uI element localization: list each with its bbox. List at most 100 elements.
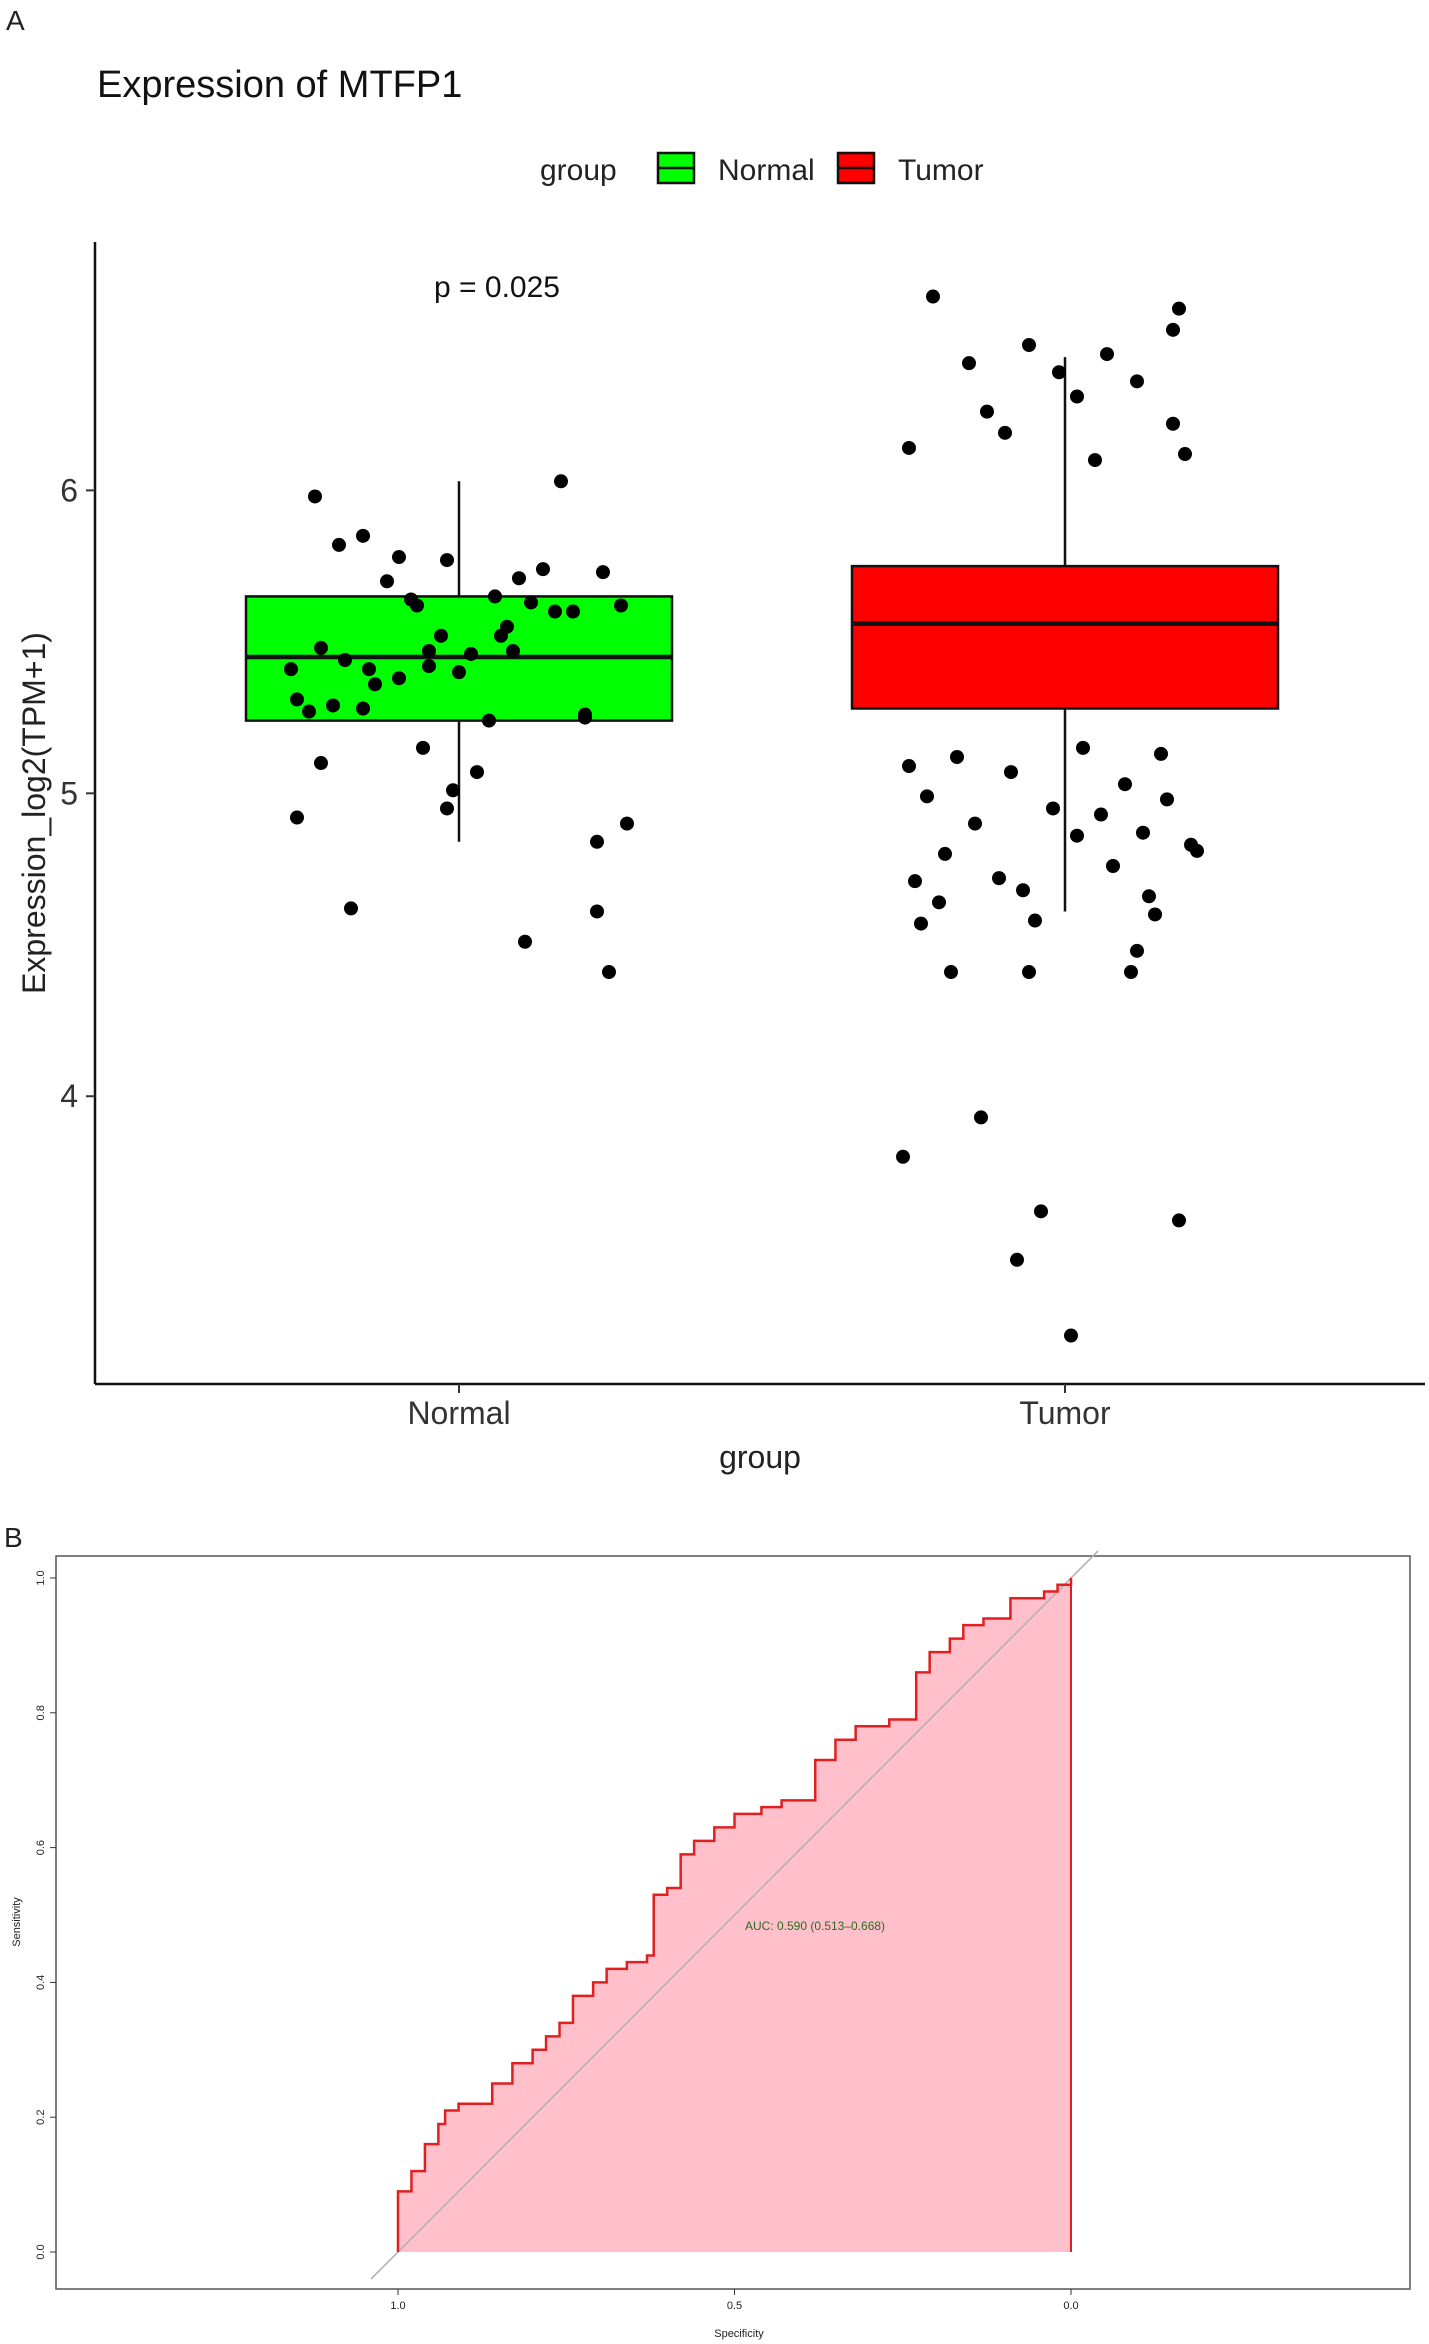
roc-y-tick-label: 0.2: [35, 2110, 47, 2125]
data-point-tumor: [1010, 1252, 1024, 1267]
data-point-normal: [440, 801, 454, 816]
data-point-normal: [392, 671, 406, 686]
data-point-tumor: [1016, 883, 1030, 898]
roc-plot: [370, 1550, 1099, 2280]
data-point-tumor: [1004, 765, 1018, 780]
data-point-normal: [356, 528, 370, 543]
data-point-tumor: [1166, 322, 1180, 337]
data-point-normal: [512, 571, 526, 586]
data-point-tumor: [1166, 416, 1180, 431]
data-point-normal: [566, 604, 580, 619]
x-tick-label: Normal: [407, 1395, 510, 1431]
data-point-normal: [494, 628, 508, 643]
boxplot-legend: group Normal Tumor: [540, 151, 984, 187]
data-point-normal: [590, 904, 604, 919]
data-point-normal: [536, 562, 550, 577]
data-point-tumor: [1124, 965, 1138, 980]
data-point-normal: [470, 765, 484, 780]
data-point-normal: [578, 710, 592, 725]
data-point-normal: [422, 643, 436, 658]
data-point-tumor: [1130, 374, 1144, 389]
data-point-normal: [614, 598, 628, 613]
data-point-normal: [554, 474, 568, 489]
data-point-tumor: [896, 1149, 910, 1164]
data-point-tumor: [1130, 943, 1144, 958]
data-point-tumor: [968, 816, 982, 831]
roc-curve-line: [396, 1578, 1073, 2252]
data-point-normal: [362, 662, 376, 677]
roc-y-ticks: 0.0 0.2 0.4 0.6 0.8 1.0: [35, 1570, 56, 2260]
data-point-tumor: [902, 759, 916, 774]
data-point-tumor: [1136, 825, 1150, 840]
box-tumor: [850, 564, 1280, 710]
legend-label-tumor: Tumor: [898, 154, 984, 187]
data-point-tumor: [1022, 337, 1036, 352]
data-point-tumor: [1172, 1213, 1186, 1228]
roc-y-tick-label: 0.4: [35, 1975, 47, 1990]
data-point-normal: [284, 662, 298, 677]
data-point-normal: [332, 537, 346, 552]
boxplot-y-axis-title: Expression_log2(TPM+1): [16, 632, 52, 994]
y-tick-label: 5: [60, 775, 78, 811]
data-point-normal: [548, 604, 562, 619]
data-point-tumor: [1106, 859, 1120, 874]
pvalue-annotation: p = 0.025: [434, 271, 560, 304]
data-point-tumor: [1028, 913, 1042, 928]
data-point-normal: [302, 704, 316, 719]
data-point-normal: [308, 489, 322, 504]
data-point-normal: [524, 595, 538, 610]
data-point-normal: [422, 659, 436, 674]
data-point-normal: [368, 677, 382, 692]
roc-x-tick-label: 1.0: [390, 2300, 405, 2312]
data-point-tumor: [920, 789, 934, 804]
data-point-tumor: [1160, 792, 1174, 807]
data-point-tumor: [1052, 365, 1066, 380]
boxplot-y-ticks: 4 5 6: [60, 472, 95, 1114]
data-point-tumor: [1118, 777, 1132, 792]
roc-plot-frame: [55, 1555, 1411, 2290]
data-point-tumor: [944, 965, 958, 980]
data-point-normal: [290, 692, 304, 707]
data-point-tumor: [1172, 301, 1186, 316]
roc-diagonal-line: [370, 1550, 1099, 2280]
roc-x-axis-title: Specificity: [714, 2328, 764, 2340]
boxplot-points: [284, 289, 1204, 1343]
data-point-tumor: [1046, 801, 1060, 816]
data-point-tumor: [998, 425, 1012, 440]
roc-x-tick-label: 0.0: [1063, 2300, 1078, 2312]
boxplot-x-ticks: Normal Tumor: [407, 1384, 1111, 1431]
data-point-normal: [464, 646, 478, 661]
data-point-tumor: [1022, 965, 1036, 980]
panel-b-letter: B: [4, 1522, 23, 1553]
y-tick-label: 4: [60, 1078, 78, 1114]
data-point-tumor: [962, 356, 976, 371]
roc-y-tick-label: 0.0: [35, 2244, 47, 2259]
data-point-tumor: [1034, 1204, 1048, 1219]
data-point-normal: [356, 701, 370, 716]
data-point-normal: [410, 598, 424, 613]
data-point-normal: [506, 643, 520, 658]
data-point-tumor: [1076, 740, 1090, 755]
data-point-normal: [452, 665, 466, 680]
data-point-tumor: [914, 916, 928, 931]
data-point-tumor: [1190, 843, 1204, 858]
data-point-normal: [440, 553, 454, 568]
data-point-tumor: [938, 846, 952, 861]
data-point-tumor: [908, 874, 922, 889]
roc-y-tick-label: 1.0: [35, 1570, 47, 1585]
data-point-tumor: [1142, 889, 1156, 904]
data-point-normal: [620, 816, 634, 831]
data-point-tumor: [1064, 1328, 1078, 1343]
data-point-tumor: [1070, 389, 1084, 404]
data-point-tumor: [992, 871, 1006, 886]
data-point-normal: [434, 628, 448, 643]
y-tick-label: 6: [60, 472, 78, 508]
data-point-normal: [602, 965, 616, 980]
data-point-tumor: [974, 1110, 988, 1125]
data-point-normal: [344, 901, 358, 916]
roc-y-axis-title: Sensitivity: [11, 1897, 23, 1947]
data-point-tumor: [1088, 453, 1102, 468]
data-point-normal: [392, 550, 406, 565]
data-point-tumor: [1154, 746, 1168, 761]
